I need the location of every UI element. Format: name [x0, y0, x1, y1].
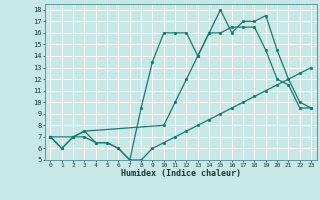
- X-axis label: Humidex (Indice chaleur): Humidex (Indice chaleur): [121, 169, 241, 178]
